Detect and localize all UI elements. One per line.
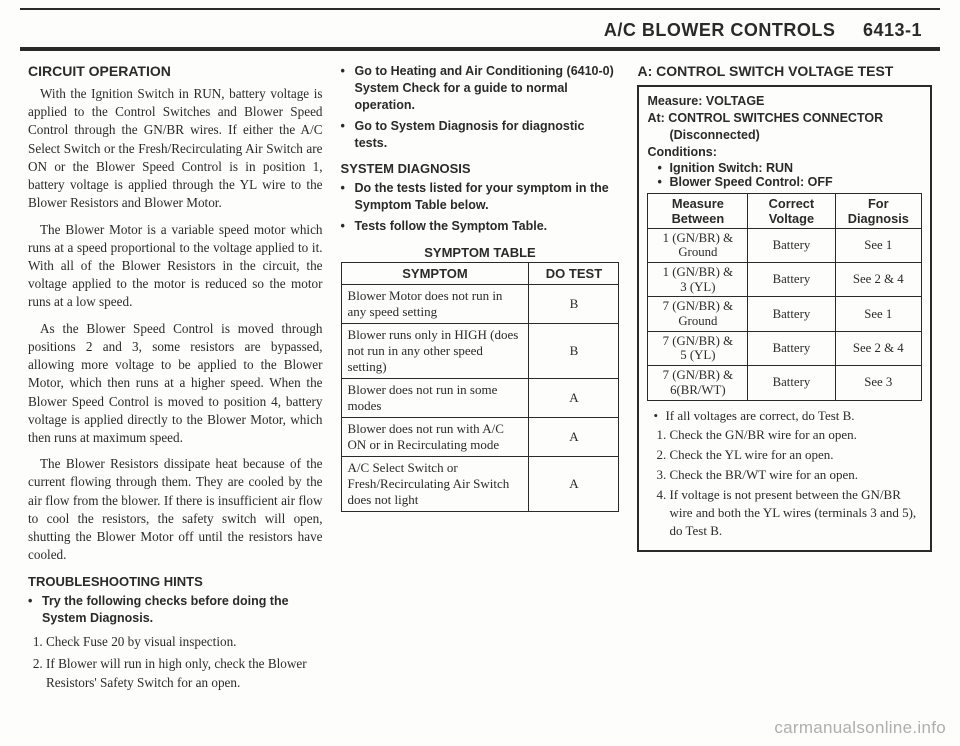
d-cell: See 2 & 4 <box>835 262 921 296</box>
d-cell: See 3 <box>835 366 921 400</box>
do-cell: B <box>529 324 619 379</box>
c2-b1: Go to Heating and Air Conditioning (6410… <box>341 63 620 114</box>
step-1: Check the GN/BR wire for an open. <box>669 426 922 444</box>
volt-th1: Measure Between <box>648 193 748 228</box>
sym-th2: DO TEST <box>529 263 619 285</box>
step-3: Check the BR/WT wire for an open. <box>669 466 922 484</box>
table-row: Blower runs only in HIGH (does not run i… <box>341 324 619 379</box>
m-cell: 1 (GN/BR) &Ground <box>648 228 748 262</box>
sym-th1: SYMPTOM <box>341 263 529 285</box>
troubleshooting-heading: TROUBLESHOOTING HINTS <box>28 574 323 589</box>
col2-diag-bullets: Do the tests listed for your symptom in … <box>341 180 620 235</box>
voltage-table: Measure Between Correct Voltage For Diag… <box>647 193 922 401</box>
c2-b3: Do the tests listed for your symptom in … <box>341 180 620 214</box>
table-row: 1 (GN/BR) &3 (YL)BatterySee 2 & 4 <box>648 262 922 296</box>
column-2: Go to Heating and Air Conditioning (6410… <box>341 63 620 696</box>
v-cell: Battery <box>748 366 835 400</box>
m-cell: 7 (GN/BR) &6(BR/WT) <box>648 366 748 400</box>
para-2: The Blower Motor is a variable speed mot… <box>28 221 323 312</box>
c2-b2: Go to System Diagnosis for diagnostic te… <box>341 118 620 152</box>
table-row: Blower does not run in some modesA <box>341 379 619 418</box>
column-1: CIRCUIT OPERATION With the Ignition Swit… <box>28 63 323 696</box>
conditions-label: Conditions: <box>647 144 922 161</box>
c2-b4: Tests follow the Symptom Table. <box>341 218 620 235</box>
content-columns: CIRCUIT OPERATION With the Ignition Swit… <box>20 63 940 696</box>
voltage-test-box: Measure: VOLTAGE At: CONTROL SWITCHES CO… <box>637 85 932 552</box>
d-cell: See 2 & 4 <box>835 331 921 365</box>
v-cell: Battery <box>748 331 835 365</box>
voltage-table-body: 1 (GN/BR) &GroundBatterySee 1 1 (GN/BR) … <box>648 228 922 400</box>
para-3: As the Blower Speed Control is moved thr… <box>28 320 323 448</box>
ts-bullet-1: Try the following checks before doing th… <box>28 593 323 627</box>
m-cell: 7 (GN/BR) &Ground <box>648 297 748 331</box>
voltage-test-heading: A: CONTROL SWITCH VOLTAGE TEST <box>637 63 932 79</box>
circuit-operation-heading: CIRCUIT OPERATION <box>28 63 323 79</box>
sym-cell: Blower runs only in HIGH (does not run i… <box>341 324 529 379</box>
cond-2: Blower Speed Control: OFF <box>647 175 922 189</box>
m-cell: 7 (GN/BR) &5 (YL) <box>648 331 748 365</box>
page-header: A/C BLOWER CONTROLS 6413-1 <box>20 16 940 47</box>
sym-cell: A/C Select Switch or Fresh/Recirculating… <box>341 457 529 512</box>
at-label-2: (Disconnected) <box>647 127 922 144</box>
volt-th3: For Diagnosis <box>835 193 921 228</box>
after-box: If all voltages are correct, do Test B. … <box>647 407 922 540</box>
v-cell: Battery <box>748 262 835 296</box>
para-1: With the Ignition Switch in RUN, battery… <box>28 85 323 213</box>
step-2: Check the YL wire for an open. <box>669 446 922 464</box>
ts-step-1: Check Fuse 20 by visual inspection. <box>46 633 323 651</box>
conditions-list: Ignition Switch: RUN Blower Speed Contro… <box>647 161 922 189</box>
table-row: 7 (GN/BR) &5 (YL)BatterySee 2 & 4 <box>648 331 922 365</box>
cond-1: Ignition Switch: RUN <box>647 161 922 175</box>
header-page: 6413-1 <box>863 20 922 40</box>
m-cell: 1 (GN/BR) &3 (YL) <box>648 262 748 296</box>
d-cell: See 1 <box>835 228 921 262</box>
at-label-1: At: CONTROL SWITCHES CONNECTOR <box>647 110 922 127</box>
col2-top-bullets: Go to Heating and Air Conditioning (6410… <box>341 63 620 151</box>
after-bullet-list: If all voltages are correct, do Test B. <box>647 407 922 425</box>
after-steps: Check the GN/BR wire for an open. Check … <box>647 426 922 540</box>
table-row: 7 (GN/BR) &6(BR/WT)BatterySee 3 <box>648 366 922 400</box>
header-separator <box>20 47 940 51</box>
troubleshooting-steps: Check Fuse 20 by visual inspection. If B… <box>28 633 323 692</box>
symptom-table-title: SYMPTOM TABLE <box>341 245 620 260</box>
table-row: A/C Select Switch or Fresh/Recirculating… <box>341 457 619 512</box>
volt-th2: Correct Voltage <box>748 193 835 228</box>
table-row: Blower does not run with A/C ON or in Re… <box>341 418 619 457</box>
measure-label: Measure: VOLTAGE <box>647 93 922 110</box>
do-cell: B <box>529 285 619 324</box>
system-diagnosis-heading: SYSTEM DIAGNOSIS <box>341 161 620 176</box>
troubleshooting-bullets: Try the following checks before doing th… <box>28 593 323 627</box>
symptom-table-body: Blower Motor does not run in any speed s… <box>341 285 619 512</box>
after-bullet: If all voltages are correct, do Test B. <box>647 407 922 425</box>
column-3: A: CONTROL SWITCH VOLTAGE TEST Measure: … <box>637 63 932 696</box>
table-row: Blower Motor does not run in any speed s… <box>341 285 619 324</box>
ts-step-2: If Blower will run in high only, check t… <box>46 655 323 691</box>
step-4: If voltage is not present between the GN… <box>669 486 922 540</box>
top-rule <box>20 8 940 10</box>
sym-cell: Blower Motor does not run in any speed s… <box>341 285 529 324</box>
para-4: The Blower Resistors dissipate heat beca… <box>28 455 323 564</box>
d-cell: See 1 <box>835 297 921 331</box>
v-cell: Battery <box>748 297 835 331</box>
watermark: carmanualsonline.info <box>774 718 946 738</box>
header-title: A/C BLOWER CONTROLS <box>604 20 836 40</box>
symptom-table: SYMPTOM DO TEST Blower Motor does not ru… <box>341 262 620 512</box>
do-cell: A <box>529 379 619 418</box>
do-cell: A <box>529 457 619 512</box>
table-row: 7 (GN/BR) &GroundBatterySee 1 <box>648 297 922 331</box>
table-row: 1 (GN/BR) &GroundBatterySee 1 <box>648 228 922 262</box>
v-cell: Battery <box>748 228 835 262</box>
sym-cell: Blower does not run with A/C ON or in Re… <box>341 418 529 457</box>
sym-cell: Blower does not run in some modes <box>341 379 529 418</box>
do-cell: A <box>529 418 619 457</box>
